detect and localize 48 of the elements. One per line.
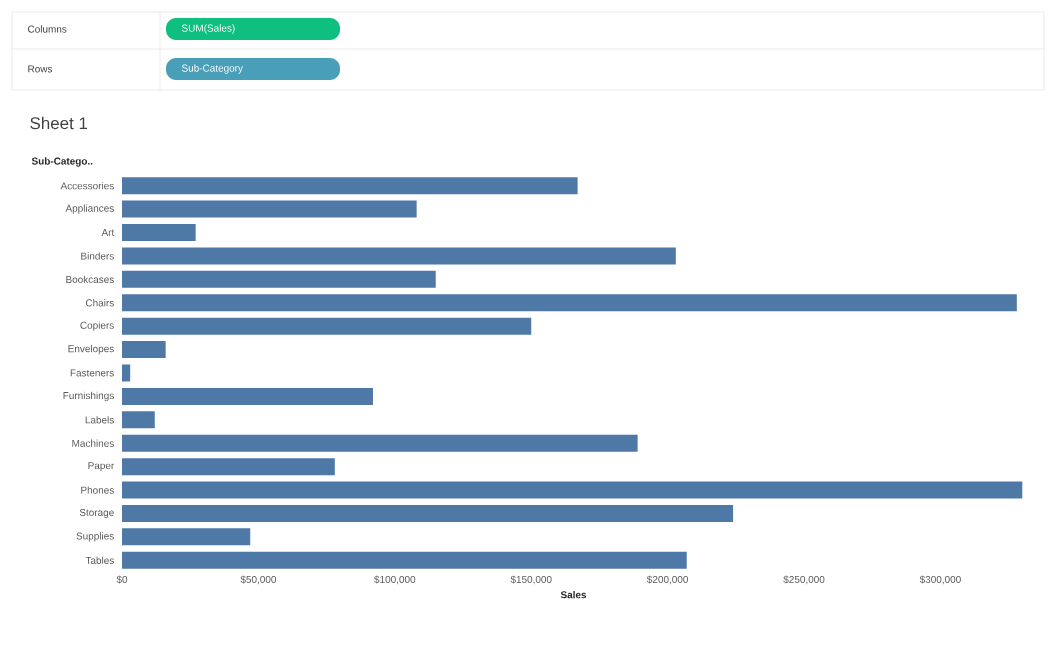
- y-tick-label: Supplies: [76, 532, 114, 542]
- bar: [122, 528, 251, 546]
- x-tick-label: $250,000: [783, 575, 825, 585]
- x-tick-label: $0: [116, 575, 128, 584]
- bar: [122, 387, 373, 405]
- y-tick-label: Phones: [81, 486, 114, 494]
- y-tick-label: Bookcases: [66, 275, 114, 283]
- y-tick-label: Storage: [79, 508, 114, 518]
- bar: [122, 434, 638, 452]
- text: Rows: [28, 65, 53, 73]
- y-tick-label: Binders: [81, 252, 114, 260]
- x-tick-label: $100,000: [374, 575, 416, 585]
- x-tick-label: $200,000: [646, 575, 689, 585]
- text: Columns: [28, 25, 67, 33]
- y-tick-label: Tables: [85, 556, 114, 564]
- bar: [122, 270, 436, 288]
- bar: [122, 294, 1017, 312]
- bar: [122, 411, 155, 429]
- y-tick-label: Envelopes: [68, 344, 114, 355]
- bar: [122, 504, 734, 522]
- y-tick-label: Art: [101, 229, 115, 236]
- y-tick-label: Fasteners: [70, 369, 114, 377]
- bar: [122, 177, 578, 195]
- y-tick-label: Copiers: [80, 321, 114, 331]
- bar: [122, 458, 335, 476]
- y-tick-label: Appliances: [65, 204, 114, 214]
- x-tick-label: $150,000: [510, 575, 552, 585]
- bar: [122, 247, 676, 265]
- chart-title: Sheet 1: [30, 116, 88, 130]
- x-tick-label: $50,000: [240, 575, 277, 585]
- y-axis-title: Sub-Catego..: [31, 157, 93, 167]
- y-tick-label: Chairs: [85, 299, 114, 307]
- y-tick-label: Paper: [88, 462, 115, 472]
- y-tick-label: Labels: [85, 416, 114, 424]
- bar: [122, 200, 417, 218]
- text: SUM(Sales): [181, 24, 235, 34]
- text: Sub-Category: [181, 64, 243, 74]
- bar: [122, 364, 131, 382]
- bar: [122, 481, 1023, 499]
- y-tick-label: Accessories: [60, 182, 114, 190]
- x-axis-title: Sales: [560, 591, 587, 599]
- bar: [122, 341, 166, 359]
- y-tick-label: Machines: [72, 439, 114, 447]
- bar: [122, 224, 196, 242]
- y-tick-label: Furnishings: [63, 391, 114, 402]
- x-tick-label: $300,000: [919, 575, 961, 585]
- bar: [122, 551, 687, 569]
- bar: [122, 317, 532, 335]
